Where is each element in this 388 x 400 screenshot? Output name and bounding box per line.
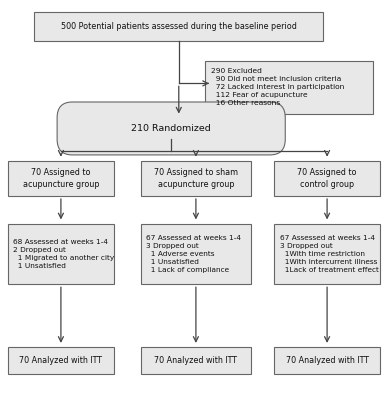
- FancyBboxPatch shape: [8, 347, 114, 374]
- Text: 67 Assessed at weeks 1-4
3 Dropped out
  1 Adverse events
  1 Unsatisfied
  1 La: 67 Assessed at weeks 1-4 3 Dropped out 1…: [147, 235, 241, 273]
- FancyBboxPatch shape: [274, 161, 380, 196]
- Text: 500 Potential patients assessed during the baseline period: 500 Potential patients assessed during t…: [61, 22, 297, 31]
- Text: 67 Assessed at weeks 1-4
3 Dropped out
  1With time restriction
  1With intercur: 67 Assessed at weeks 1-4 3 Dropped out 1…: [279, 235, 378, 273]
- FancyBboxPatch shape: [8, 224, 114, 284]
- Text: 70 Assigned to sham
acupuncture group: 70 Assigned to sham acupuncture group: [154, 168, 238, 189]
- Text: 210 Randomized: 210 Randomized: [131, 124, 211, 133]
- Text: 70 Analyzed with ITT: 70 Analyzed with ITT: [19, 356, 102, 365]
- FancyBboxPatch shape: [8, 161, 114, 196]
- FancyBboxPatch shape: [57, 102, 285, 155]
- FancyBboxPatch shape: [141, 161, 251, 196]
- FancyBboxPatch shape: [34, 12, 323, 41]
- Text: 70 Assigned to
acupuncture group: 70 Assigned to acupuncture group: [23, 168, 99, 189]
- Text: 70 Assigned to
control group: 70 Assigned to control group: [297, 168, 357, 189]
- Text: 290 Excluded
  90 Did not meet inclusion criteria
  72 Lacked interest in partic: 290 Excluded 90 Did not meet inclusion c…: [211, 68, 345, 106]
- Text: 68 Assessed at weeks 1-4
2 Dropped out
  1 Migrated to another city
  1 Unsatisf: 68 Assessed at weeks 1-4 2 Dropped out 1…: [13, 239, 114, 269]
- FancyBboxPatch shape: [141, 224, 251, 284]
- Text: 70 Analyzed with ITT: 70 Analyzed with ITT: [286, 356, 369, 365]
- Text: 70 Analyzed with ITT: 70 Analyzed with ITT: [154, 356, 237, 365]
- FancyBboxPatch shape: [205, 61, 373, 114]
- FancyBboxPatch shape: [141, 347, 251, 374]
- FancyBboxPatch shape: [274, 347, 380, 374]
- FancyBboxPatch shape: [274, 224, 380, 284]
